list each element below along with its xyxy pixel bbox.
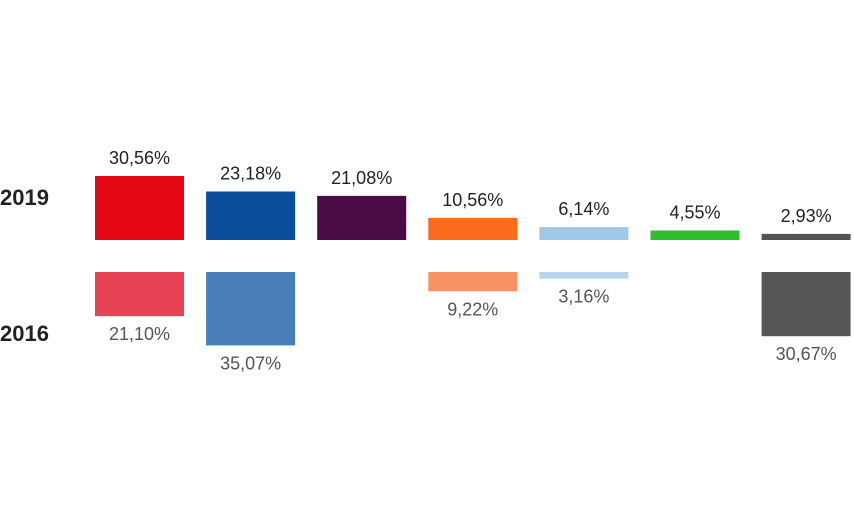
bar-2019-1 (206, 191, 296, 240)
bar-2016-3 (428, 272, 518, 292)
bar-2019-0 (95, 176, 184, 240)
value-label-2016-0: 21,10% (109, 324, 170, 344)
bar-2019-5 (650, 230, 740, 240)
bar-2019-2 (317, 195, 407, 240)
value-label-2019-2: 21,08% (331, 168, 392, 188)
value-label-2019-3: 10,56% (442, 190, 503, 210)
value-label-2016-4: 3,16% (558, 287, 609, 307)
bar-2016-0 (95, 272, 184, 317)
bar-2016-6 (761, 272, 851, 337)
value-label-2016-3: 9,22% (447, 299, 498, 319)
bars-2016: 21,10% 35,07% 9,22% 3,16% 30,67% (95, 272, 851, 373)
bar-2019-6 (761, 233, 851, 240)
year-label-2019: 2019 (0, 185, 49, 210)
bar-2016-4 (539, 272, 629, 279)
value-label-2019-4: 6,14% (558, 199, 609, 219)
value-label-2019-5: 4,55% (669, 202, 720, 222)
year-label-2016: 2016 (0, 321, 49, 346)
value-label-2019-0: 30,56% (109, 148, 170, 168)
bars-2019: 30,56% 23,18% 21,08% 10,56% 6,14% 4,55% 2,93% (95, 148, 851, 240)
bar-2019-4 (539, 227, 629, 240)
value-label-2016-1: 35,07% (220, 353, 281, 373)
value-label-2019-6: 2,93% (781, 206, 832, 226)
bar-2019-3 (428, 217, 518, 240)
value-label-2016-6: 30,67% (776, 344, 837, 364)
value-label-2019-1: 23,18% (220, 163, 281, 183)
bar-2016-1 (206, 272, 296, 346)
